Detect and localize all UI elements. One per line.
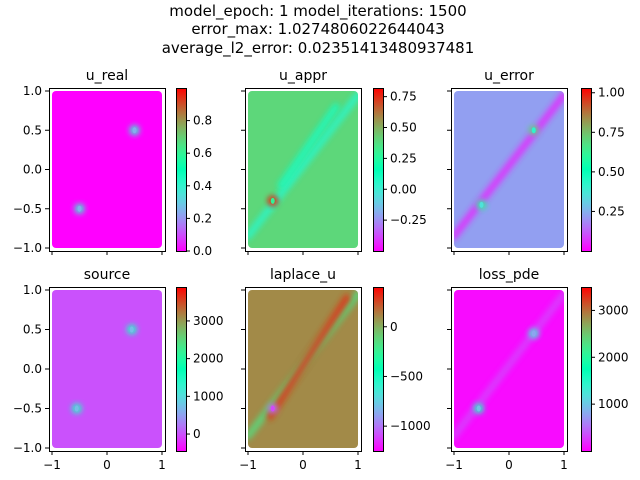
panel-title: u_error [484, 68, 534, 84]
heatmap-spot [531, 127, 536, 134]
x-tick-label: 1 [560, 458, 568, 472]
panel-u-appr: u_appr −0.25 0.00 0.25 0.50 0.75 [241, 68, 427, 255]
y-tick-label: 0.5 [23, 123, 42, 137]
heatmap-spot [74, 405, 79, 412]
colorbar-tick-label: 0.75 [598, 125, 625, 139]
colorbar-frame [581, 88, 592, 252]
panel-title: laplace_u [270, 267, 336, 283]
panel-u-real: u_real 1.0 0.5 0.0 −0.5 −1.0 0.0 0.2 0.4 0.6 0.8 [13, 68, 212, 258]
heatmap-field [52, 290, 162, 448]
heatmap-field [248, 91, 358, 248]
colorbar [581, 287, 591, 451]
heatmap-field [454, 91, 564, 248]
heatmap-field [52, 91, 162, 248]
colorbar-tick-label: −0.25 [390, 213, 427, 227]
colorbar-tick-label: 1.00 [598, 86, 625, 100]
heatmap-spot [132, 127, 137, 134]
x-tick-label: 0 [103, 458, 111, 472]
x-tick-label: −1 [239, 458, 257, 472]
y-tick-label: −1.0 [13, 241, 42, 255]
colorbar-tick-label: 1000 [598, 397, 629, 411]
y-tick-label: −0.5 [13, 402, 42, 416]
colorbar-tick-label: 0.25 [390, 151, 417, 165]
y-tick-label: 1.0 [23, 84, 42, 98]
colorbar-frame [176, 88, 187, 252]
colorbar-tick-label: 0.25 [598, 204, 625, 218]
colorbar-tick-label: 3000 [193, 314, 224, 328]
colorbar-frame [581, 287, 592, 452]
heatmap-field [454, 290, 564, 448]
colorbar-frame [373, 287, 384, 452]
heatmap-field [248, 290, 358, 448]
heatmap-band [454, 290, 564, 440]
colorbar-tick-label: −500 [390, 369, 423, 383]
colorbar-tick-label: −1000 [390, 419, 431, 433]
colorbar-tick-label: 0.50 [598, 165, 625, 179]
colorbar-tick-label: 0.6 [193, 146, 212, 160]
heatmap-background [52, 91, 162, 248]
colorbar-tick-label: 0.4 [193, 179, 212, 193]
panel-title: u_real [86, 68, 128, 84]
x-tick-label: 1 [354, 458, 362, 472]
colorbar [373, 287, 383, 451]
heatmap-spot [129, 326, 134, 333]
panel-loss-pde: loss_pde −1 0 1 1000 2000 3000 [445, 267, 628, 472]
heatmap-spot [270, 405, 275, 412]
y-tick-label: −1.0 [13, 441, 42, 455]
colorbar-tick-label: 0.0 [193, 244, 212, 258]
colorbar-tick-label: 1000 [193, 389, 224, 403]
panel-title: loss_pde [479, 267, 539, 283]
heatmap-spot [270, 197, 275, 204]
colorbar-tick-label: 0 [193, 427, 201, 441]
colorbar-tick-label: 0.8 [193, 114, 212, 128]
heatmap-spot [479, 201, 484, 208]
colorbar-tick-label: 0.00 [390, 182, 417, 196]
heatmap-band [277, 103, 340, 189]
figure-title-line-2: error_max: 1.0274806022644043 [191, 20, 444, 39]
heatmap-band [266, 294, 351, 420]
heatmap-spot [77, 205, 82, 212]
y-tick-label: −0.5 [13, 202, 42, 216]
colorbar [373, 88, 383, 251]
heatmap-band [248, 91, 358, 240]
heatmap-spot [531, 330, 536, 337]
figure-title: model_epoch: 1 model_iterations: 1500 er… [162, 2, 475, 58]
colorbar-tick-label: 2000 [193, 352, 224, 366]
heatmap-background [52, 290, 162, 448]
panel-title: source [84, 267, 131, 283]
colorbar-tick-label: 0.2 [193, 211, 212, 225]
colorbar-frame [373, 88, 384, 252]
colorbar-tick-label: 2000 [598, 350, 629, 364]
panel-source: source 1.0 0.5 0.0 −0.5 −1.0−1 0 1 0 1000 2000 3000 [13, 267, 224, 472]
heatmap-spot [476, 405, 481, 412]
figure-title-line-1: model_epoch: 1 model_iterations: 1500 [169, 2, 466, 21]
y-tick-label: 0.0 [23, 362, 42, 376]
x-tick-label: 1 [158, 458, 166, 472]
panel-u-error: u_error 0.25 0.50 0.75 1.00 [447, 68, 625, 255]
figure-title-line-3: average_l2_error: 0.02351413480937481 [162, 39, 475, 58]
colorbar-frame [176, 287, 187, 452]
x-tick-label: −1 [43, 458, 61, 472]
heatmap-band [454, 91, 564, 240]
colorbar [176, 88, 186, 251]
colorbar-tick-label: 0.75 [390, 90, 417, 104]
y-tick-label: 0.0 [23, 163, 42, 177]
x-tick-label: 0 [299, 458, 307, 472]
colorbar-tick-label: 3000 [598, 303, 629, 317]
x-tick-label: 0 [505, 458, 513, 472]
y-tick-label: 0.5 [23, 323, 42, 337]
panel-title: u_appr [279, 68, 327, 84]
colorbar [581, 88, 591, 251]
panel-laplace-u: laplace_u −1 0 1 0 −500 −1000 [239, 267, 430, 472]
x-tick-label: −1 [445, 458, 463, 472]
colorbar-tick-label: 0.50 [390, 121, 417, 135]
colorbar-tick-label: 0 [390, 320, 398, 334]
y-tick-label: 1.0 [23, 283, 42, 297]
colorbar [176, 287, 186, 451]
